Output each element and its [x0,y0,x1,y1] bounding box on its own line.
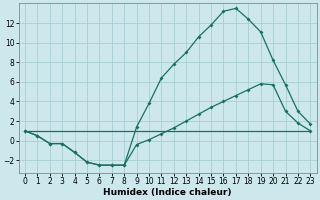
X-axis label: Humidex (Indice chaleur): Humidex (Indice chaleur) [103,188,232,197]
